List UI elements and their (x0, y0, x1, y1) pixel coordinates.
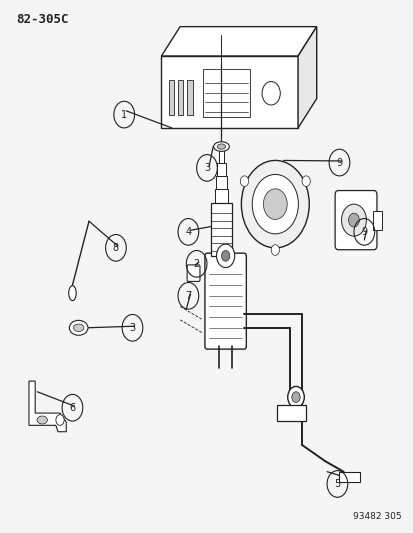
FancyBboxPatch shape (169, 80, 174, 115)
Ellipse shape (217, 144, 225, 149)
FancyBboxPatch shape (204, 253, 246, 349)
Text: 3: 3 (129, 323, 135, 333)
Text: 8: 8 (113, 243, 119, 253)
Circle shape (263, 189, 287, 220)
FancyBboxPatch shape (217, 163, 225, 176)
Circle shape (271, 245, 279, 255)
Ellipse shape (213, 142, 229, 151)
FancyBboxPatch shape (372, 211, 381, 230)
Ellipse shape (37, 416, 47, 424)
Circle shape (221, 251, 229, 261)
FancyBboxPatch shape (161, 56, 297, 128)
Text: 6: 6 (69, 403, 75, 413)
Text: 93482 305: 93482 305 (352, 512, 401, 521)
Circle shape (348, 213, 358, 227)
Polygon shape (29, 381, 66, 432)
Text: 9: 9 (361, 227, 366, 237)
Text: 3: 3 (204, 163, 209, 173)
Text: 82-305C: 82-305C (17, 13, 69, 26)
FancyBboxPatch shape (187, 265, 199, 281)
Circle shape (240, 176, 248, 187)
Text: 2: 2 (193, 259, 199, 269)
Circle shape (241, 160, 309, 248)
Circle shape (291, 392, 299, 402)
Polygon shape (161, 27, 316, 56)
Ellipse shape (74, 324, 83, 332)
FancyBboxPatch shape (187, 80, 192, 115)
Text: 7: 7 (185, 291, 191, 301)
FancyBboxPatch shape (334, 191, 376, 249)
FancyBboxPatch shape (211, 203, 231, 256)
FancyBboxPatch shape (202, 69, 250, 117)
Text: 5: 5 (333, 479, 340, 489)
Ellipse shape (69, 320, 88, 335)
FancyBboxPatch shape (178, 80, 183, 115)
Circle shape (56, 415, 64, 425)
FancyBboxPatch shape (214, 189, 228, 203)
Ellipse shape (69, 286, 76, 301)
Circle shape (287, 386, 304, 408)
Circle shape (252, 174, 298, 234)
Text: 9: 9 (336, 158, 342, 167)
Circle shape (341, 204, 366, 236)
FancyBboxPatch shape (277, 405, 306, 421)
Text: 1: 1 (121, 110, 127, 119)
FancyBboxPatch shape (218, 149, 224, 163)
Text: 4: 4 (185, 227, 191, 237)
Polygon shape (297, 27, 316, 128)
Circle shape (216, 244, 234, 268)
FancyBboxPatch shape (339, 472, 359, 482)
Circle shape (301, 176, 310, 187)
FancyBboxPatch shape (216, 176, 226, 189)
